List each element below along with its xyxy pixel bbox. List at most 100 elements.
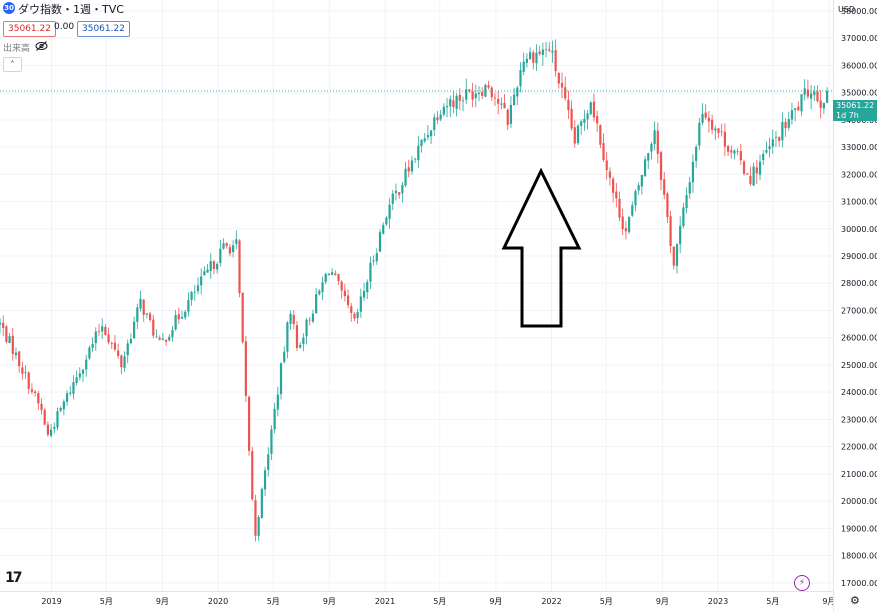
candle-body bbox=[640, 174, 643, 187]
candle-body bbox=[704, 112, 707, 118]
spread-value: 0.00 bbox=[54, 22, 75, 32]
candle-body bbox=[40, 403, 43, 411]
candle-body bbox=[541, 49, 544, 55]
up-arrow-annotation[interactable] bbox=[501, 167, 582, 328]
candle-body bbox=[790, 110, 794, 120]
candle-body bbox=[388, 204, 391, 219]
candle-body bbox=[717, 128, 720, 133]
candle-body bbox=[136, 307, 139, 322]
candle-body bbox=[97, 331, 101, 333]
y-tick-label: 32000.00 bbox=[841, 170, 877, 179]
collapse-legend-button[interactable]: ˄ bbox=[3, 57, 22, 72]
chevron-up-icon: ˄ bbox=[10, 60, 15, 69]
candle-body bbox=[742, 161, 746, 174]
candle-body bbox=[675, 244, 679, 266]
candle-body bbox=[11, 335, 14, 354]
candle-body bbox=[334, 273, 337, 275]
symbol-badge[interactable]: 30 bbox=[3, 2, 15, 14]
candle-body bbox=[299, 344, 302, 348]
candle-body bbox=[825, 90, 829, 103]
eye-off-icon[interactable] bbox=[35, 41, 48, 51]
candle-body bbox=[506, 109, 509, 126]
candle-body bbox=[442, 106, 445, 115]
candle-body bbox=[778, 137, 781, 141]
candle-body bbox=[528, 52, 532, 60]
candle-body bbox=[5, 326, 8, 342]
currency-selector[interactable]: USD bbox=[838, 5, 856, 14]
candle-body bbox=[359, 296, 362, 312]
candle-body bbox=[404, 168, 407, 186]
candle-body bbox=[286, 322, 289, 352]
gear-icon[interactable]: ⚙ bbox=[850, 594, 860, 607]
volume-label[interactable]: 出来高 bbox=[3, 44, 31, 54]
symbol-title[interactable]: ダウ指数・1週・TVC bbox=[18, 3, 124, 16]
candle-body bbox=[62, 401, 65, 410]
x-tick-label: 9月 bbox=[323, 597, 336, 606]
lightning-icon[interactable]: ⚡ bbox=[794, 575, 810, 591]
candle-body bbox=[72, 382, 75, 394]
candle-body bbox=[270, 429, 273, 454]
x-tick-label: 5月 bbox=[267, 597, 280, 606]
bid-price-button[interactable]: 35061.22 bbox=[3, 21, 56, 37]
candle-body bbox=[356, 312, 359, 318]
candle-body bbox=[615, 191, 618, 199]
candle-body bbox=[0, 322, 2, 325]
candle-body bbox=[749, 175, 752, 184]
candle-body bbox=[168, 336, 171, 341]
candle-body bbox=[187, 299, 190, 312]
candle-body bbox=[695, 146, 698, 161]
candle-body bbox=[567, 99, 570, 111]
candle-body bbox=[481, 91, 484, 96]
candle-body bbox=[104, 326, 107, 336]
candle-body bbox=[631, 205, 634, 216]
candle-body bbox=[315, 294, 318, 314]
candle-body bbox=[343, 290, 346, 296]
candle-body bbox=[337, 274, 340, 281]
candle-body bbox=[679, 226, 682, 245]
candle-body bbox=[414, 158, 417, 160]
candle-body bbox=[672, 246, 675, 266]
candle-body bbox=[353, 313, 356, 319]
candle-body bbox=[439, 114, 442, 120]
candle-body bbox=[532, 52, 535, 63]
candle-body bbox=[407, 167, 410, 172]
candle-body bbox=[449, 99, 452, 107]
candle-body bbox=[602, 143, 605, 160]
candle-body bbox=[382, 225, 385, 234]
candle-body bbox=[810, 93, 813, 99]
candle-body bbox=[385, 217, 388, 225]
x-tick-label: 2019 bbox=[41, 597, 61, 606]
candle-body bbox=[222, 243, 225, 249]
candle-body bbox=[43, 409, 46, 425]
candle-body bbox=[209, 261, 212, 272]
candle-body bbox=[634, 191, 637, 206]
y-tick-label: 37000.00 bbox=[841, 34, 877, 43]
candle-body bbox=[78, 373, 81, 378]
ask-price-button[interactable]: 35061.22 bbox=[77, 21, 130, 37]
candle-body bbox=[81, 369, 85, 374]
candle-body bbox=[618, 198, 621, 218]
candle-body bbox=[311, 313, 315, 322]
candle-body bbox=[158, 337, 161, 340]
x-tick-label: 2023 bbox=[708, 597, 728, 606]
y-tick-label: 36000.00 bbox=[841, 61, 877, 70]
candle-body bbox=[474, 93, 477, 99]
y-tick-label: 21000.00 bbox=[841, 470, 877, 479]
x-tick-label: 9月 bbox=[656, 597, 669, 606]
candle-body bbox=[346, 295, 350, 306]
candle-body bbox=[551, 50, 554, 53]
candle-body bbox=[369, 262, 372, 282]
tradingview-logo-icon[interactable]: 17 bbox=[5, 570, 23, 586]
candle-body bbox=[219, 248, 222, 264]
candle-body bbox=[225, 243, 228, 247]
candle-body bbox=[295, 325, 299, 348]
candle-body bbox=[621, 216, 624, 229]
candle-body bbox=[794, 108, 797, 111]
candle-body bbox=[688, 182, 691, 194]
candle-body bbox=[190, 292, 193, 300]
candle-body bbox=[123, 356, 126, 368]
candle-body bbox=[493, 97, 497, 99]
candle-body bbox=[685, 195, 688, 208]
